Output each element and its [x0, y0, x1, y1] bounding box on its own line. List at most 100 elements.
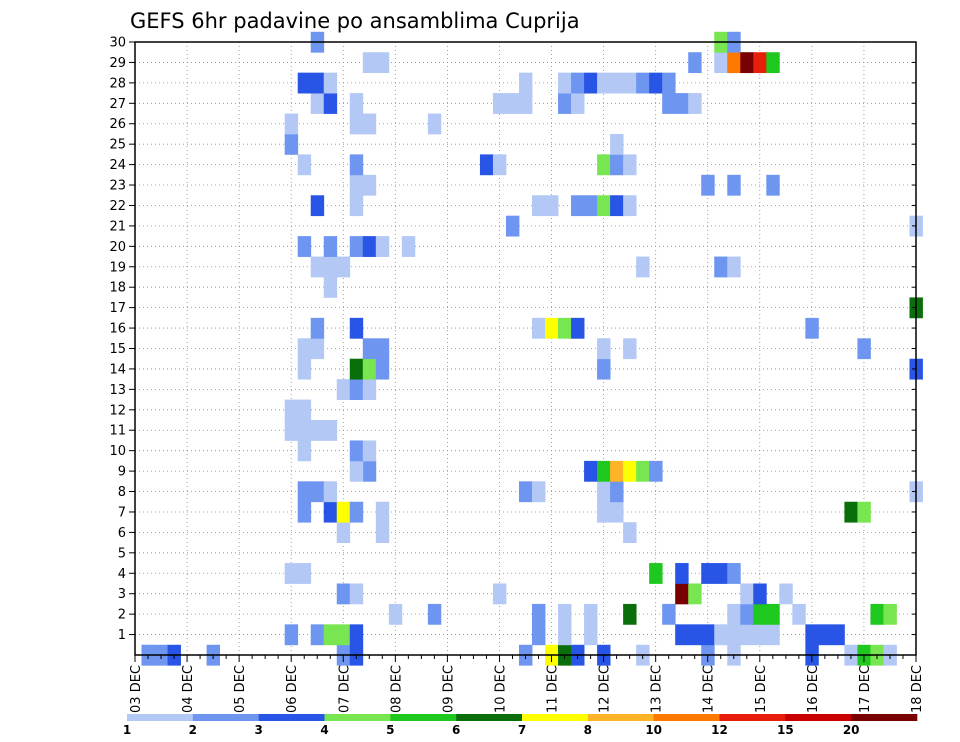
heatmap-cell [284, 399, 299, 421]
y-tick-label: 9 [118, 465, 126, 480]
heatmap-cell [636, 256, 650, 278]
colorbar-label: 6 [452, 723, 460, 737]
heatmap-cell [623, 195, 637, 217]
heatmap-cell [518, 72, 533, 94]
heatmap-cell [284, 563, 299, 584]
x-tick-label: 15 DEC [754, 665, 769, 713]
y-tick-label: 22 [109, 199, 126, 214]
heatmap-cell [571, 72, 585, 94]
heatmap-cell [349, 195, 364, 217]
heatmap-cell [662, 603, 676, 625]
plot-grid [134, 41, 917, 655]
x-tick-label: 18 DEC [910, 665, 925, 713]
heatmap-cells [141, 31, 923, 666]
heatmap-cell [284, 113, 299, 135]
heatmap-cell [558, 317, 572, 339]
heatmap-cell [857, 501, 871, 523]
colorbar-swatch [390, 714, 457, 721]
x-tick-label: 07 DEC [337, 665, 352, 713]
heatmap-cell [649, 460, 663, 482]
heatmap-cell [297, 563, 312, 584]
heatmap-cell [310, 256, 325, 278]
heatmap-cell [727, 174, 741, 196]
heatmap-cell [766, 174, 780, 196]
heatmap-cell [727, 256, 741, 278]
heatmap-cell [818, 624, 832, 646]
heatmap-cell [688, 52, 702, 74]
heatmap-cell [427, 603, 442, 625]
x-tick-label: 13 DEC [650, 665, 665, 713]
heatmap-cell [727, 563, 741, 584]
heatmap-cell [740, 583, 754, 605]
y-tick-label: 2 [118, 608, 126, 623]
heatmap-cell [284, 133, 299, 155]
heatmap-cell [610, 154, 624, 176]
heatmap-cell [349, 236, 364, 257]
heatmap-cell [558, 624, 572, 646]
heatmap-cell [518, 93, 533, 114]
heatmap-cell [584, 624, 598, 646]
heatmap-cell [310, 338, 325, 360]
heatmap-cell [714, 256, 728, 278]
heatmap-cell [284, 420, 299, 441]
heatmap-cell [297, 236, 312, 257]
heatmap-cell [323, 624, 338, 646]
colorbar-swatch [456, 714, 523, 721]
heatmap-cell [297, 72, 312, 94]
heatmap-cell [636, 72, 650, 94]
heatmap-cell [727, 603, 741, 625]
colorbar-swatch [127, 714, 194, 721]
heatmap-cell [479, 154, 494, 176]
colorbar-swatch [587, 714, 654, 721]
y-axis: 1234567891011121314151617181920212223242… [109, 36, 916, 643]
heatmap-cell [675, 563, 689, 584]
colorbar-label: 2 [189, 723, 197, 737]
heatmap-cell [558, 603, 572, 625]
heatmap-cell [740, 603, 754, 625]
y-tick-label: 19 [109, 260, 126, 275]
heatmap-cell [597, 358, 611, 380]
heatmap-cell [349, 624, 364, 646]
heatmap-cell [297, 481, 312, 503]
y-tick-label: 18 [109, 281, 126, 296]
colorbar-swatch [719, 714, 786, 721]
heatmap-cell [349, 501, 364, 523]
heatmap-cell [336, 583, 351, 605]
heatmap-cell [571, 317, 585, 339]
heatmap-cell [714, 563, 728, 584]
heatmap-cell [623, 460, 637, 482]
heatmap-cell [584, 603, 598, 625]
heatmap-cell [597, 154, 611, 176]
colorbar-label: 7 [518, 723, 526, 737]
y-tick-label: 13 [109, 383, 126, 398]
heatmap-cell [623, 522, 637, 544]
heatmap-cell [362, 440, 377, 462]
heatmap-cell [805, 317, 819, 339]
y-tick-label: 5 [118, 546, 126, 561]
heatmap-cell [831, 624, 845, 646]
heatmap-cell [349, 93, 364, 114]
heatmap-cell [740, 52, 754, 74]
heatmap-cell [323, 501, 338, 523]
x-tick-label: 16 DEC [806, 665, 821, 713]
heatmap-cell [388, 603, 403, 625]
heatmap-cell [610, 72, 624, 94]
heatmap-cell [610, 460, 624, 482]
heatmap-cell [518, 481, 533, 503]
heatmap-cell [323, 256, 338, 278]
x-tick-label: 11 DEC [546, 665, 561, 713]
heatmap-cell [362, 52, 377, 74]
colorbar-label: 15 [777, 723, 794, 737]
heatmap-cell [701, 174, 715, 196]
colorbar-swatch [258, 714, 325, 721]
heatmap-cell [349, 174, 364, 196]
heatmap-cell [375, 358, 390, 380]
heatmap-cell [336, 379, 351, 400]
heatmap-cell [362, 174, 377, 196]
heatmap-cell [623, 603, 637, 625]
heatmap-cell [623, 154, 637, 176]
colorbar-swatch [324, 714, 391, 721]
heatmap-cell [349, 379, 364, 400]
heatmap-cell [297, 338, 312, 360]
